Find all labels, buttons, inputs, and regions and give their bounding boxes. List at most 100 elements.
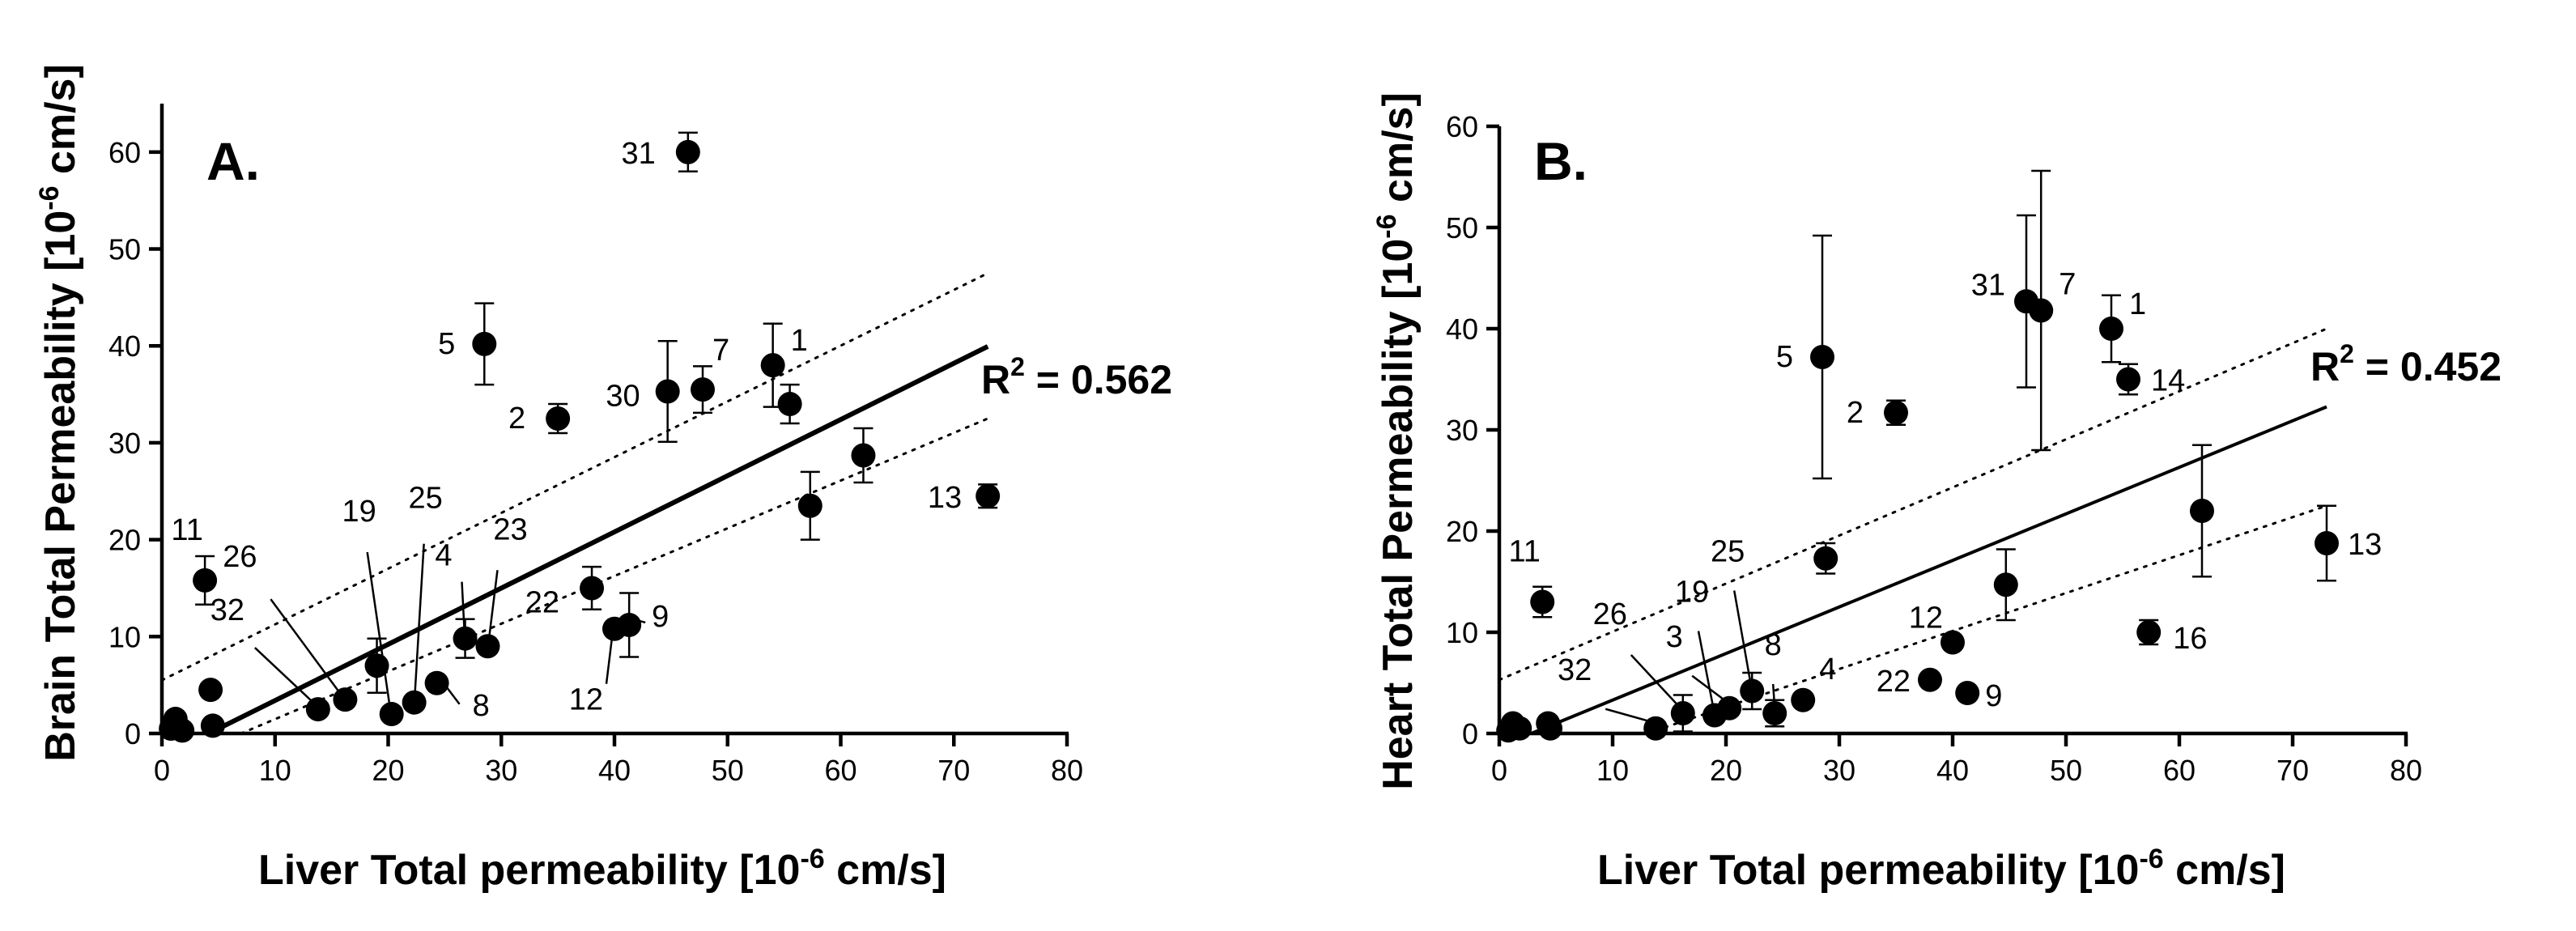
- y-tick-label: 40: [108, 329, 141, 363]
- point-label: 25: [1711, 535, 1745, 569]
- x-tick-label: 30: [485, 754, 517, 787]
- y-tick-label: 30: [108, 427, 141, 460]
- x-tick-label: 0: [154, 754, 170, 787]
- r-squared-exponent: 2: [1010, 352, 1025, 381]
- x-tick-label: 10: [259, 754, 291, 787]
- y-axis-title-exponent: -6: [34, 186, 65, 210]
- point-label: 31: [1971, 268, 2005, 302]
- y-tick-label: 30: [1446, 414, 1478, 447]
- data-point: [2315, 531, 2339, 555]
- x-axis-title: Liver Total permeability [10-6 cm/s]: [258, 844, 946, 894]
- y-tick-label: 0: [1462, 717, 1478, 750]
- point-label: 19: [1675, 576, 1709, 610]
- data-point: [580, 576, 605, 601]
- data-point: [2190, 499, 2214, 523]
- point-label: 14: [2151, 364, 2185, 398]
- x-axis-title-main: Liver Total permeability [10: [1597, 847, 2139, 894]
- data-point: [1813, 546, 1838, 571]
- data-point: [1538, 716, 1562, 741]
- x-axis-title: Liver Total permeability [10-6 cm/s]: [1597, 844, 2285, 894]
- panel-label: A.: [206, 131, 260, 191]
- data-point: [379, 702, 404, 727]
- point-label: 13: [2348, 528, 2382, 562]
- data-point: [976, 483, 1001, 508]
- data-point: [1810, 345, 1834, 369]
- point-label: 26: [1593, 597, 1627, 631]
- point-label: 3: [1666, 620, 1683, 654]
- r-squared-annotation: R2 = 0.452: [2310, 339, 2502, 389]
- data-point: [453, 626, 478, 651]
- y-tick-label: 10: [108, 620, 141, 653]
- x-tick-label: 80: [1051, 754, 1083, 787]
- data-point: [402, 690, 427, 715]
- data-point: [1507, 716, 1532, 741]
- x-tick-label: 40: [598, 754, 631, 787]
- point-label: 1: [2129, 287, 2146, 321]
- x-tick-label: 40: [1936, 754, 1969, 787]
- data-point: [472, 331, 497, 356]
- regression-line: [1530, 405, 2327, 735]
- data-point: [1993, 572, 2018, 597]
- r-squared-value: = 0.562: [1025, 357, 1172, 402]
- label-leader-line: [1697, 631, 1715, 709]
- x-tick-label: 0: [1491, 754, 1507, 787]
- label-leader-line: [1732, 590, 1752, 685]
- data-point: [2014, 289, 2038, 314]
- r-squared-symbol: R: [2310, 344, 2340, 389]
- data-point: [1791, 687, 1816, 712]
- y-axis-title: Heart Total Permeability [10-6 cm/s]: [1371, 92, 1422, 790]
- chart-panel-a: 0 10 20 30 40 50 60 70 80 0 10 20 30 40 50 60 Liver Tota…: [34, 64, 1172, 894]
- x-tick-label: 20: [1710, 754, 1742, 787]
- y-tick-label: 40: [1446, 312, 1478, 346]
- data-point: [777, 392, 802, 417]
- confidence-band-lower: [240, 417, 989, 735]
- point-label: 32: [210, 593, 244, 627]
- label-leader-line: [1630, 654, 1681, 708]
- point-label: 8: [1765, 628, 1782, 662]
- y-tick-label: 50: [108, 233, 141, 266]
- data-point: [200, 713, 225, 738]
- x-axis-title-unit: cm/s]: [825, 847, 946, 894]
- y-axis-title-main: Heart Total Permeability [10: [1375, 239, 1422, 790]
- point-label: 4: [435, 539, 452, 573]
- point-label: 23: [493, 512, 527, 546]
- x-tick-label: 80: [2390, 754, 2422, 787]
- point-label: 9: [652, 600, 669, 634]
- r-squared-exponent: 2: [2340, 339, 2354, 368]
- point-label: 26: [223, 540, 257, 574]
- y-axis-title: Brain Total Permeability [10-6 cm/s]: [34, 64, 84, 762]
- point-label: 9: [1985, 679, 2002, 713]
- x-tick-label: 70: [937, 754, 970, 787]
- label-leader-line: [437, 676, 461, 705]
- y-tick-label: 20: [108, 524, 141, 557]
- r-squared-value: = 0.452: [2354, 344, 2502, 389]
- data-point: [1670, 701, 1695, 725]
- data-point: [305, 697, 330, 722]
- y-axis-title-unit: cm/s]: [1375, 92, 1422, 214]
- x-axis-title-unit: cm/s]: [2164, 847, 2285, 894]
- data-point: [1941, 630, 1965, 655]
- data-point: [691, 377, 716, 402]
- label-leader-line: [461, 581, 465, 632]
- point-label: 12: [1909, 602, 1943, 636]
- data-point: [1740, 678, 1765, 704]
- data-point: [1702, 703, 1727, 728]
- point-label: 5: [1776, 340, 1793, 374]
- data-point: [851, 443, 876, 468]
- point-label: 1: [791, 324, 808, 358]
- data-point: [2099, 317, 2123, 341]
- x-tick-label: 20: [372, 754, 404, 787]
- point-label: 4: [1819, 653, 1836, 687]
- point-label: 13: [928, 481, 962, 515]
- data-point: [193, 568, 218, 593]
- x-axis-title-exponent: -6: [800, 844, 824, 874]
- label-leader-line: [1771, 683, 1776, 708]
- x-tick-label: 50: [2050, 754, 2082, 787]
- data-point: [602, 616, 627, 641]
- label-leader-line: [1605, 708, 1652, 723]
- data-point: [424, 670, 449, 695]
- point-label: 25: [409, 482, 443, 516]
- data-point: [1530, 589, 1555, 614]
- label-leader-line: [605, 622, 615, 684]
- confidence-band-upper: [1498, 327, 2328, 682]
